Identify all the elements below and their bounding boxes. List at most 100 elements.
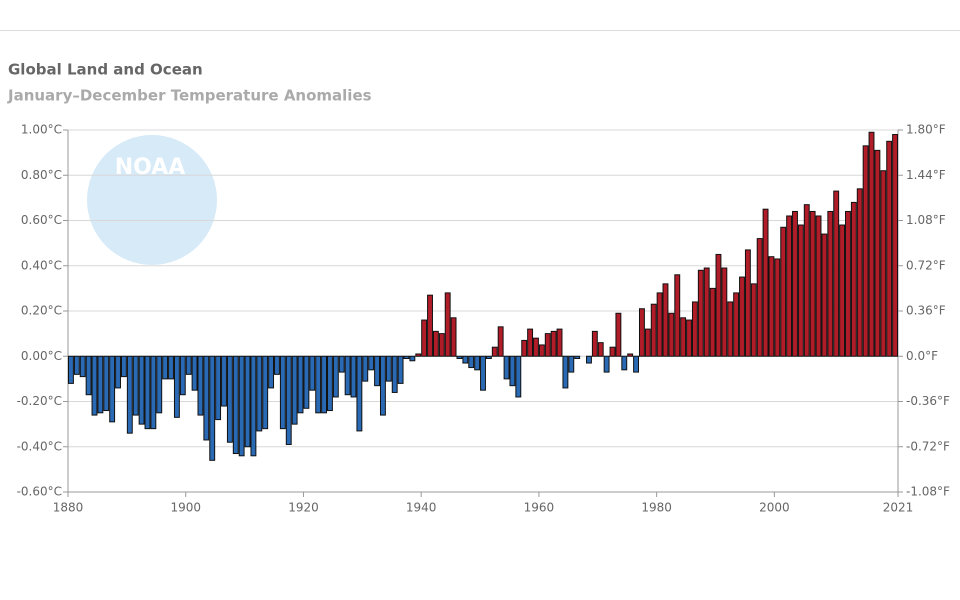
y-tick-label: 1.00°C bbox=[21, 123, 62, 137]
bar bbox=[845, 210, 851, 357]
bar bbox=[709, 287, 716, 357]
bar bbox=[527, 328, 534, 357]
bar bbox=[209, 355, 216, 461]
bar bbox=[491, 346, 498, 357]
x-tick-label: 1940 bbox=[406, 501, 437, 515]
bar bbox=[485, 355, 492, 360]
bar bbox=[797, 224, 804, 357]
bar bbox=[191, 355, 198, 391]
x-tick-label: 1980 bbox=[641, 501, 672, 515]
bar bbox=[91, 355, 98, 416]
bar bbox=[344, 355, 351, 396]
bar bbox=[827, 210, 834, 357]
bar bbox=[856, 188, 863, 357]
logo-text: NOAA bbox=[115, 155, 186, 180]
bar bbox=[703, 267, 710, 357]
bar bbox=[803, 204, 810, 357]
bar bbox=[497, 326, 504, 357]
bar bbox=[221, 355, 227, 407]
bar bbox=[650, 303, 657, 357]
y2-tick-label: 0.72°F bbox=[906, 258, 946, 272]
bar bbox=[409, 355, 416, 362]
bar bbox=[727, 301, 734, 357]
y2-tick-label: -0.72°F bbox=[906, 439, 950, 453]
bar bbox=[68, 355, 74, 384]
bar bbox=[680, 317, 687, 357]
bar bbox=[633, 355, 639, 373]
bar bbox=[244, 355, 251, 448]
bar bbox=[309, 355, 316, 391]
bar bbox=[274, 355, 280, 375]
bar bbox=[715, 253, 722, 357]
bar bbox=[262, 355, 269, 430]
bar bbox=[697, 269, 704, 357]
bar bbox=[591, 330, 598, 357]
bar bbox=[238, 355, 245, 457]
bar bbox=[662, 283, 669, 357]
bar bbox=[362, 355, 369, 382]
bar bbox=[750, 283, 757, 357]
bar bbox=[627, 353, 634, 357]
bar bbox=[432, 330, 439, 357]
bar bbox=[786, 215, 793, 357]
bar bbox=[109, 355, 116, 423]
bar bbox=[668, 312, 675, 357]
bar bbox=[615, 312, 622, 357]
bar bbox=[156, 355, 163, 414]
bar bbox=[839, 224, 846, 357]
bar bbox=[321, 355, 328, 414]
bar bbox=[503, 355, 510, 380]
bar bbox=[421, 319, 428, 357]
bar bbox=[279, 355, 286, 430]
bar bbox=[821, 233, 828, 357]
bar bbox=[686, 319, 692, 357]
bar bbox=[385, 355, 392, 382]
bar bbox=[368, 355, 375, 371]
y2-tick-label: 1.80°F bbox=[906, 123, 946, 137]
bar bbox=[291, 355, 298, 425]
bar bbox=[120, 355, 127, 378]
bar bbox=[609, 346, 616, 357]
bar bbox=[256, 355, 263, 432]
bar bbox=[162, 355, 169, 380]
x-tick-label: 2000 bbox=[759, 501, 790, 515]
bar bbox=[327, 355, 333, 412]
bar bbox=[126, 355, 133, 434]
y2-tick-label: 0.36°F bbox=[906, 304, 946, 318]
bar bbox=[574, 355, 581, 360]
bar bbox=[391, 355, 398, 393]
x-tick-label: 2021 bbox=[883, 501, 914, 515]
bar bbox=[815, 215, 822, 357]
y2-tick-label: -0.36°F bbox=[906, 394, 950, 408]
y2-tick-label: 0.0°F bbox=[906, 349, 938, 363]
bar bbox=[474, 355, 481, 371]
bar bbox=[674, 274, 681, 357]
bar bbox=[586, 355, 592, 364]
bar bbox=[874, 149, 881, 357]
bar bbox=[427, 294, 433, 357]
bar bbox=[285, 355, 292, 445]
bar bbox=[85, 355, 92, 396]
bar bbox=[862, 145, 869, 357]
bar bbox=[250, 355, 257, 457]
bar bbox=[768, 256, 775, 357]
bar bbox=[332, 355, 339, 398]
bar bbox=[197, 355, 204, 416]
bar bbox=[297, 355, 304, 414]
bar bbox=[226, 355, 233, 443]
chart-subtitle: January–December Temperature Anomalies bbox=[7, 87, 372, 105]
bar bbox=[721, 267, 728, 357]
bar bbox=[568, 355, 575, 373]
bar bbox=[79, 355, 86, 378]
y-tick-label: 0.60°C bbox=[21, 213, 62, 227]
bar bbox=[350, 355, 357, 398]
bar bbox=[450, 317, 457, 357]
y-tick-label: 0.40°C bbox=[21, 258, 62, 272]
bar bbox=[780, 226, 787, 357]
bar bbox=[168, 355, 174, 380]
bar bbox=[868, 131, 875, 357]
bar bbox=[73, 355, 80, 375]
bar bbox=[132, 355, 139, 416]
bar bbox=[97, 355, 104, 414]
